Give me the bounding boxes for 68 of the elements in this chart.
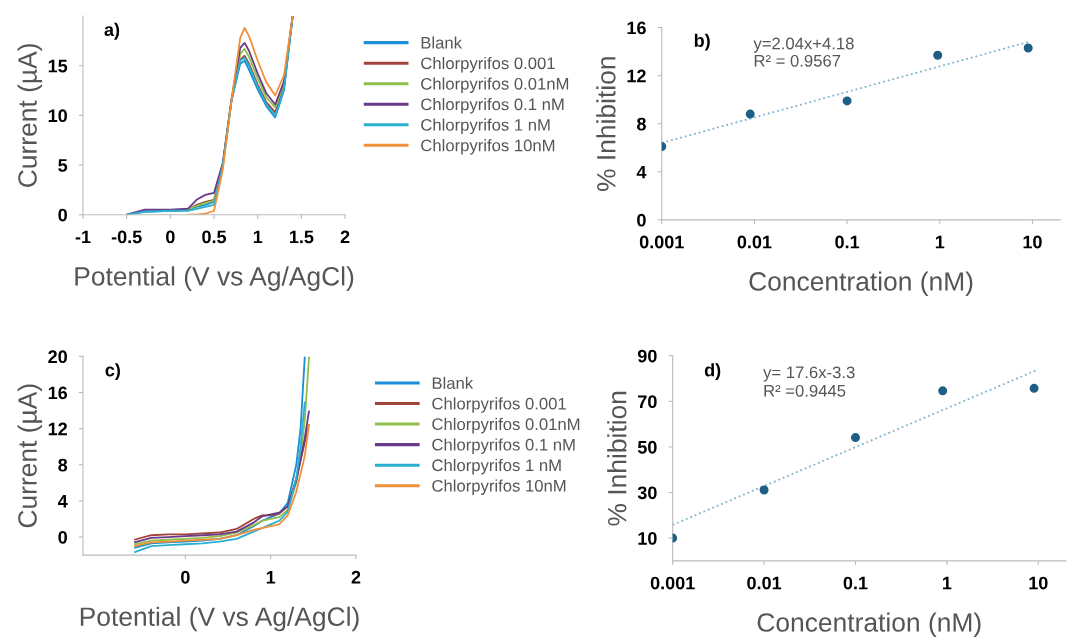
x-tick-label: 1 — [935, 235, 945, 249]
y-tick-label: 10 — [48, 109, 67, 123]
annotation: b) — [694, 33, 710, 51]
legend-label: Blank — [432, 376, 474, 390]
x-tick-label: -0.5 — [111, 230, 142, 244]
y-tick-label: 8 — [58, 458, 68, 472]
y-axis-title: % Inhibition — [607, 391, 627, 526]
x-tick-label: 1 — [253, 230, 263, 244]
x-tick-label: 0 — [166, 230, 175, 244]
legend-label: Chlorpyrifos 1 nM — [432, 458, 561, 475]
legend-label: Chlorpyrifos 0.01nM — [432, 417, 580, 434]
legend-label: Chlorpyrifos 10nM — [432, 479, 566, 495]
x-tick-label: 2 — [340, 230, 350, 244]
y-axis-title: % Inhibition — [596, 57, 616, 191]
y-tick-label: 12 — [627, 69, 646, 83]
legend-label: Chlorpyrifos 0.001 — [432, 397, 566, 413]
legend-label: Chlorpyrifos 1 nM — [421, 118, 550, 135]
y-axis-title: Current (µA) — [17, 384, 43, 528]
x-tick-label: 10 — [1029, 576, 1048, 590]
y-tick-label: 70 — [638, 395, 657, 409]
annotation: y=2.04x+4.18 — [753, 37, 854, 53]
y-tick-label: 12 — [48, 422, 67, 436]
y-axis-title: Current (µA) — [17, 44, 43, 187]
x-tick-label: 0.5 — [202, 230, 227, 244]
annotation: R² =0.9445 — [764, 384, 846, 397]
y-tick-label: 16 — [48, 386, 68, 400]
x-tick-label: 0.1 — [835, 235, 860, 249]
legend-label: Chlorpyrifos 10nM — [421, 139, 555, 155]
x-tick-label: 0.01 — [747, 576, 782, 590]
legend-label: Chlorpyrifos 0.1 nM — [421, 98, 564, 114]
y-tick-label: 4 — [57, 495, 68, 508]
y-tick-label: 10 — [638, 532, 657, 545]
y-tick-label: 5 — [58, 159, 68, 172]
x-tick-label: 0.01 — [737, 235, 772, 249]
annotation: R² = 0.9567 — [754, 54, 841, 67]
y-tick-label: 0 — [58, 530, 67, 544]
y-tick-label: 0 — [58, 208, 67, 222]
y-tick-label: 8 — [637, 117, 646, 131]
x-tick-label: 0.001 — [639, 235, 684, 249]
annotation: c) — [105, 363, 120, 381]
x-axis-title: Concentration (nM) — [757, 612, 981, 638]
y-tick-label: 90 — [637, 349, 657, 363]
x-tick-label: 0.1 — [843, 576, 868, 590]
legend-label: Chlorpyrifos 0.001 — [421, 56, 555, 73]
x-tick-label: -1 — [75, 230, 91, 244]
x-tick-label: 1 — [942, 576, 952, 590]
y-tick-label: 50 — [637, 440, 657, 454]
y-tick-label: 15 — [48, 59, 68, 73]
y-tick-label: 0 — [637, 213, 646, 227]
x-axis-title: Concentration (nM) — [749, 271, 973, 296]
x-tick-label: 0.001 — [650, 576, 695, 590]
legend-label: Chlorpyrifos 0.01nM — [421, 77, 569, 94]
y-tick-label: 16 — [627, 21, 646, 35]
x-axis-title: Potential (V vs Ag/AgCl) — [75, 266, 354, 291]
x-tick-label: 10 — [1023, 235, 1042, 249]
annotation: d) — [704, 363, 721, 381]
y-tick-label: 4 — [636, 165, 647, 179]
annotation: y= 17.6x-3.3 — [763, 366, 855, 382]
y-tick-label: 20 — [48, 350, 67, 364]
legend-label: Chlorpyrifos 0.1 nM — [432, 438, 575, 454]
legend-label: Blank — [421, 36, 463, 49]
x-tick-label: 1 — [266, 571, 276, 584]
x-tick-label: 2 — [351, 570, 361, 584]
x-tick-label: 0 — [181, 570, 190, 584]
x-axis-title: Potential (V vs Ag/AgCl) — [80, 606, 359, 632]
y-tick-label: 30 — [637, 486, 657, 500]
annotation: a) — [104, 22, 120, 40]
x-tick-label: 1.5 — [289, 230, 314, 244]
